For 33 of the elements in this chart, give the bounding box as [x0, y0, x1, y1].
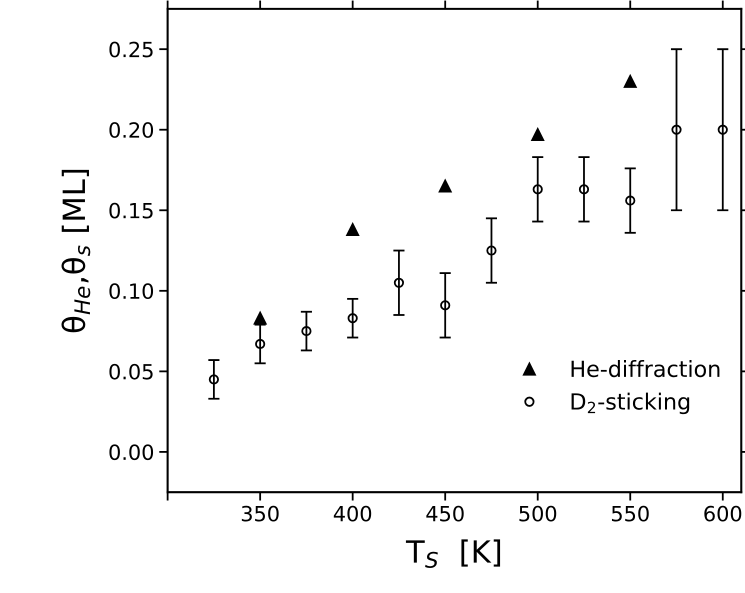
x-tick-label: 550 — [612, 506, 649, 522]
point — [440, 300, 450, 310]
x-tick-label: 500 — [519, 506, 556, 522]
x-tick-label: 450 — [426, 506, 464, 522]
point — [255, 338, 266, 350]
x-tick-label: 600 — [704, 506, 742, 522]
point — [625, 196, 636, 206]
point — [394, 278, 404, 288]
point — [438, 180, 452, 193]
y-axis-title: θ$_{He}$,θ$_{s}$ [ML] — [61, 170, 90, 332]
point — [301, 326, 312, 336]
point — [531, 128, 544, 142]
point — [254, 312, 267, 325]
point — [208, 374, 219, 384]
legend-label: D$_{2}$-sticking — [572, 392, 690, 414]
y-tick-label: 0.20 — [109, 122, 154, 138]
point — [346, 223, 360, 236]
y-tick-label: 0.15 — [109, 202, 153, 218]
y-tick-label: 0.00 — [109, 444, 154, 460]
y-tick-label: 0.10 — [109, 283, 154, 300]
point — [718, 124, 728, 135]
point — [532, 184, 543, 194]
y-tick-label: 0.25 — [109, 42, 153, 58]
y-tick-label: 0.05 — [109, 364, 153, 380]
point — [624, 74, 637, 88]
legend-label: He-diffraction — [572, 360, 720, 378]
x-tick-label: 350 — [242, 506, 279, 522]
x-tick-label: 400 — [334, 506, 372, 522]
point — [486, 245, 497, 256]
x-axis-title: T$_{S}$ [K] — [406, 539, 500, 568]
point — [578, 184, 590, 194]
point — [348, 313, 358, 324]
point — [671, 124, 682, 135]
